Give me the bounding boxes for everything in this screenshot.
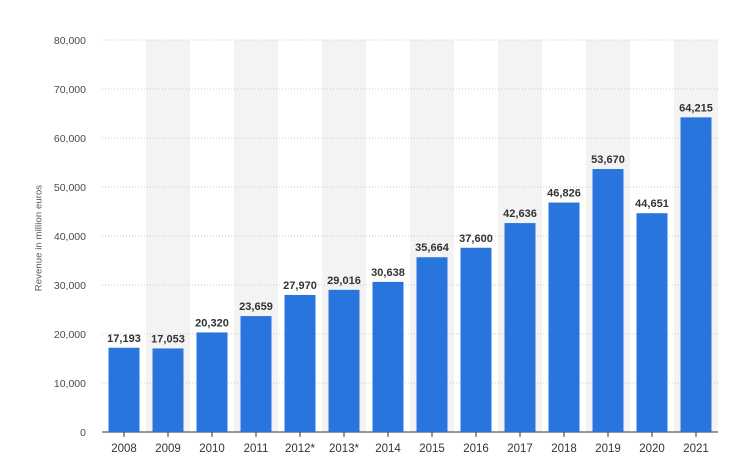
- y-tick-label: 70,000: [54, 84, 86, 96]
- bar: [548, 202, 580, 432]
- x-tick-label: 2009: [155, 443, 181, 455]
- data-label: 53,670: [591, 154, 625, 166]
- y-tick-label: 0: [80, 427, 86, 439]
- bars: [108, 117, 712, 432]
- data-label: 30,638: [371, 267, 405, 279]
- bar: [152, 348, 184, 432]
- bar: [108, 347, 140, 432]
- bar: [680, 117, 712, 432]
- y-tick-label: 10,000: [54, 378, 86, 390]
- bar: [636, 213, 668, 432]
- data-label: 37,600: [459, 233, 493, 245]
- y-tick-label: 80,000: [54, 35, 86, 47]
- x-axis-ticks: 2008 2009 2010 2011 2012* 2013* 2014 2015 2016 20…: [111, 432, 709, 455]
- x-tick-label: 2014: [375, 443, 401, 455]
- x-tick-label: 2015: [419, 443, 445, 455]
- x-tick-label: 2008: [111, 443, 137, 455]
- data-label: 35,664: [415, 242, 450, 254]
- bar: [372, 281, 404, 432]
- data-label: 46,826: [547, 188, 581, 200]
- data-label: 20,320: [195, 317, 229, 329]
- bar: [196, 332, 228, 432]
- data-label: 29,016: [327, 275, 361, 287]
- bar: [240, 316, 272, 432]
- x-tick-label: 2021: [683, 443, 709, 455]
- x-tick-label: 2018: [551, 443, 577, 455]
- y-tick-label: 40,000: [54, 231, 86, 243]
- bar: [592, 169, 624, 432]
- x-tick-label: 2017: [507, 443, 533, 455]
- y-axis-ticks: 0 10,000 20,000 30,000 40,000 50,000 60,000 70,…: [54, 35, 86, 439]
- x-tick-label: 2012*: [285, 443, 316, 455]
- bar: [460, 247, 492, 432]
- data-label: 23,659: [239, 301, 273, 313]
- data-label: 42,636: [503, 208, 537, 220]
- x-tick-label: 2020: [639, 443, 665, 455]
- data-label: 44,651: [635, 198, 669, 210]
- bar: [328, 289, 360, 432]
- bar: [284, 294, 316, 432]
- data-label: 27,970: [283, 280, 317, 292]
- x-tick-label: 2016: [463, 443, 489, 455]
- data-label: 64,215: [679, 102, 713, 114]
- y-axis-title: Revenue in million euros: [33, 184, 45, 292]
- y-tick-label: 60,000: [54, 133, 86, 145]
- y-tick-label: 30,000: [54, 280, 86, 292]
- x-tick-label: 2019: [595, 443, 621, 455]
- x-tick-label: 2010: [199, 443, 225, 455]
- y-tick-label: 20,000: [54, 329, 86, 341]
- bar: [416, 257, 448, 432]
- x-tick-label: 2011: [244, 443, 269, 455]
- y-tick-label: 50,000: [54, 182, 86, 194]
- data-label: 17,053: [151, 333, 185, 345]
- bar: [504, 223, 536, 432]
- data-label: 17,193: [107, 333, 141, 345]
- x-tick-label: 2013*: [329, 443, 360, 455]
- data-labels: 17,193 17,053 20,320 23,659 27,970 29,016 30,6…: [107, 102, 713, 345]
